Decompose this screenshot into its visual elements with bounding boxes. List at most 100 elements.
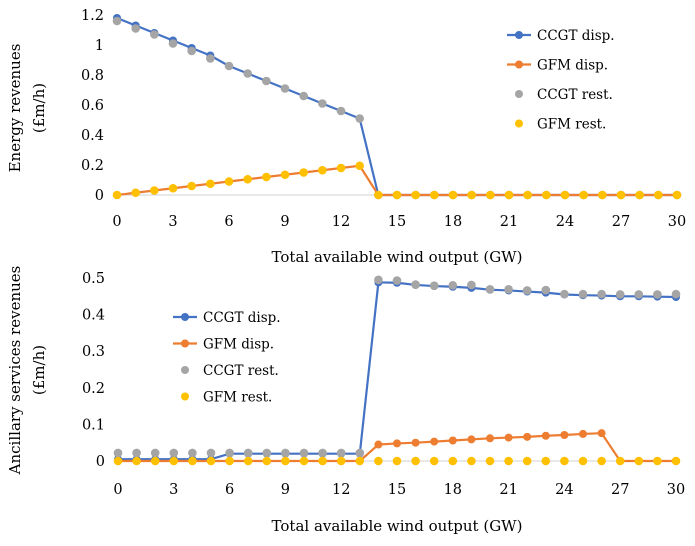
legend-label: CCGT rest. <box>537 87 613 103</box>
y-tick-label: 0.2 <box>81 158 104 174</box>
x-tick-label: 27 <box>611 482 629 498</box>
data-point <box>187 181 196 191</box>
data-point <box>486 190 495 200</box>
data-point <box>318 456 327 466</box>
data-point <box>374 440 383 449</box>
data-point <box>485 456 495 466</box>
data-point <box>262 76 271 86</box>
data-point <box>504 285 513 294</box>
x-axis-title: Total available wind output (GW) <box>272 248 523 266</box>
legend-item-gfm-disp: GFM disp. <box>507 58 608 74</box>
data-point <box>281 456 290 466</box>
data-point <box>597 289 606 299</box>
data-point <box>411 190 420 200</box>
data-point <box>131 188 140 198</box>
data-point <box>560 289 569 299</box>
data-point <box>206 456 216 466</box>
series-ccgt-rest <box>113 275 681 458</box>
data-point <box>448 281 458 290</box>
data-point <box>392 456 402 466</box>
legend-label: CCGT rest. <box>203 363 279 379</box>
legend: CCGT disp. GFM disp. CCGT rest. GFM rest. <box>507 28 615 133</box>
data-point <box>654 190 663 200</box>
data-point <box>634 456 644 466</box>
legend-item-ccgt-disp: CCGT disp. <box>173 310 281 326</box>
data-point <box>187 46 196 56</box>
data-point <box>131 24 140 33</box>
x-tick-label: 21 <box>499 482 517 498</box>
data-point <box>671 456 681 466</box>
data-point <box>615 290 625 299</box>
data-point <box>318 448 327 458</box>
x-tick-label: 0 <box>112 214 121 230</box>
legend-marker <box>515 90 523 98</box>
energy-revenues-chart: 0 0.2 0.4 0.6 0.8 1 1.2 0 3 6 9 12 15 18 21 24 27 30 Tot… <box>6 8 686 266</box>
x-tick-label: 9 <box>281 482 290 498</box>
data-point <box>560 431 569 440</box>
legend-label: CCGT disp. <box>537 28 615 44</box>
data-point <box>504 190 514 200</box>
x-tick-label: 12 <box>332 482 350 498</box>
data-point <box>467 280 476 290</box>
legend-item-ccgt-rest: CCGT rest. <box>515 87 613 103</box>
data-point <box>355 448 365 458</box>
data-point <box>541 456 551 466</box>
x-tick-label: 3 <box>169 482 178 498</box>
x-tick-label: 18 <box>444 214 462 230</box>
series-ccgt-rest <box>112 16 682 200</box>
data-point <box>393 439 401 448</box>
data-point <box>411 438 420 447</box>
x-tick-labels: 0 3 6 9 12 15 18 21 24 27 30 <box>113 482 685 498</box>
data-point <box>188 448 197 458</box>
data-point <box>299 168 308 177</box>
y-tick-label: 0.2 <box>82 381 105 397</box>
data-point <box>262 448 272 458</box>
data-point <box>671 289 681 299</box>
data-point <box>355 456 365 466</box>
data-point <box>448 190 458 200</box>
x-tick-label: 24 <box>556 214 574 230</box>
data-point <box>597 456 606 466</box>
ancillary-revenues-chart: 0 0.1 0.2 0.3 0.4 0.5 0 3 6 9 12 15 18 21 24 27 30 Tota… <box>6 266 685 535</box>
data-point <box>429 281 439 290</box>
x-tick-label: 21 <box>500 214 518 230</box>
legend-marker <box>181 313 189 321</box>
x-tick-label: 30 <box>667 482 685 498</box>
series-line-ccgt-disp <box>116 16 677 197</box>
data-point <box>541 431 550 440</box>
plot-area <box>113 275 681 466</box>
data-point <box>336 106 346 116</box>
data-point <box>374 190 383 200</box>
legend-marker <box>515 60 523 69</box>
y-axis-title-line2: (£m/h) <box>30 345 48 395</box>
data-point <box>243 448 253 458</box>
legend-label: GFM disp. <box>203 337 274 353</box>
data-point <box>355 161 364 171</box>
data-point <box>336 448 346 458</box>
y-tick-label: 0 <box>96 454 105 470</box>
data-point <box>113 448 123 458</box>
data-point <box>448 456 458 466</box>
legend-item-ccgt-rest: CCGT rest. <box>181 363 279 379</box>
y-tick-label: 0.6 <box>81 98 104 114</box>
x-tick-label: 15 <box>388 482 406 498</box>
data-point <box>132 456 141 466</box>
legend-item-gfm-rest: GFM rest. <box>181 390 272 406</box>
y-tick-labels: 0 0.1 0.2 0.3 0.4 0.5 <box>82 271 105 470</box>
legend-marker <box>181 339 189 348</box>
x-tick-label: 6 <box>225 482 234 498</box>
x-tick-label: 24 <box>555 482 573 498</box>
data-point <box>318 99 327 108</box>
data-point <box>243 69 252 78</box>
data-point <box>188 456 197 466</box>
legend-label: GFM rest. <box>203 390 272 406</box>
data-point <box>299 448 309 458</box>
x-tick-label: 18 <box>444 482 462 498</box>
data-point <box>243 456 253 466</box>
data-point <box>243 174 252 184</box>
x-tick-label: 27 <box>612 214 630 230</box>
y-axis-title-line1: Energy revenues <box>6 44 24 173</box>
data-point <box>112 16 122 26</box>
y-tick-label: 1.2 <box>81 8 104 24</box>
data-point <box>336 163 346 173</box>
